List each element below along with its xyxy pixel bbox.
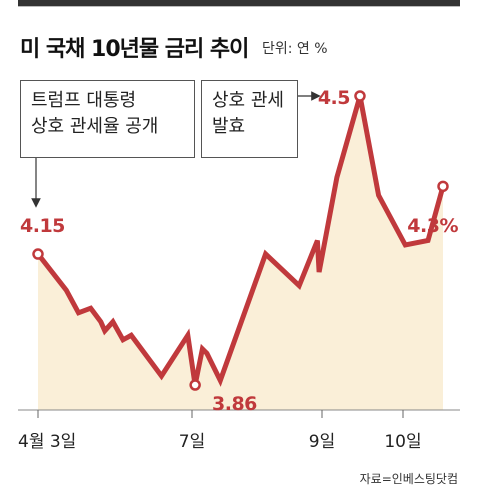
value-label-3: 4.3% <box>407 215 458 237</box>
x-tick-labels: 4월 3일 7일 9일 10일 <box>18 410 422 452</box>
point-marker-1 <box>189 379 201 391</box>
value-label-0: 4.15 <box>20 215 65 237</box>
chart-title: 미 국채 10년물 금리 추이 <box>20 37 249 62</box>
point-marker-2 <box>354 90 366 102</box>
value-label-1: 3.86 <box>212 393 257 415</box>
top-rule <box>18 0 460 6</box>
source-credit: 자료=인베스팅닷컴 <box>359 472 458 486</box>
area-fill-layer <box>38 96 443 410</box>
point-markers <box>32 90 449 391</box>
x-tick-label-2: 9일 <box>309 432 335 452</box>
x-tick-label-3: 10일 <box>384 432 421 452</box>
callout-tariff-announce-line2: 상호 관세율 공개 <box>31 116 159 137</box>
callout-tariff-announce-line1: 트럼프 대통령 <box>31 90 137 111</box>
callout-tariff-announce: 트럼프 대통령 상호 관세율 공개 <box>20 80 195 158</box>
point-marker-0 <box>32 248 44 260</box>
top-rule-thin <box>18 6 460 7</box>
point-marker-3 <box>437 180 449 193</box>
x-tick-label-1: 7일 <box>179 432 205 452</box>
callout-tariff-effective-line2: 발효 <box>212 116 246 137</box>
value-labels: 4.15 3.86 4.5 4.3% <box>20 87 459 415</box>
unit-label: 단위: 연 % <box>262 41 328 57</box>
callout-tariff-effective: 상호 관세 발효 <box>201 80 298 158</box>
callout-tariff-effective-line1: 상호 관세 <box>212 90 284 111</box>
x-tick-label-0: 4월 3일 <box>18 432 76 452</box>
area-fill <box>38 96 443 410</box>
value-label-2: 4.5 <box>318 87 350 109</box>
callout-arrows <box>31 91 321 208</box>
